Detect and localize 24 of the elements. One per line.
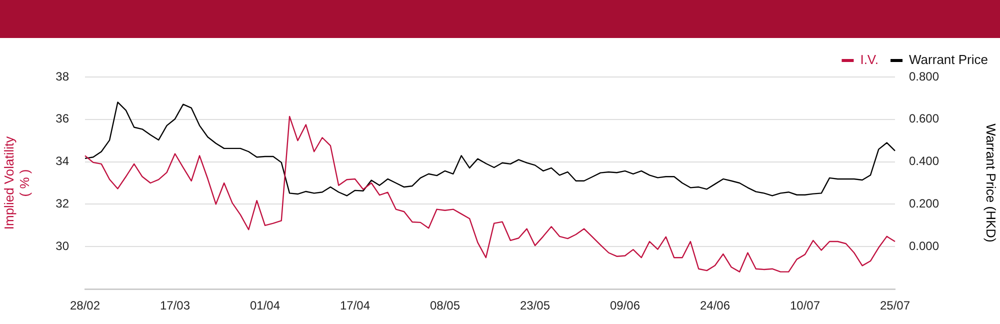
y-tick-label: 30 [56, 238, 70, 253]
y-tick-label: 34 [56, 154, 70, 168]
y2-tick-label: 0.800 [909, 69, 940, 84]
x-tick-label: 10/07 [790, 298, 820, 313]
x-tick-label: 08/05 [430, 298, 460, 313]
y2-tick-label: 0.000 [909, 238, 940, 253]
y-tick-label: 32 [56, 196, 70, 211]
x-tick-label: 28/02 [70, 298, 100, 313]
x-tick-label: 25/07 [880, 298, 910, 313]
x-tick-label: 17/03 [160, 298, 190, 313]
y2-tick-label: 0.400 [909, 154, 940, 168]
y-tick-label: 38 [56, 69, 70, 84]
x-tick-label: 09/06 [610, 298, 640, 313]
legend-label: Warrant Price [909, 52, 988, 68]
legend-label: I.V. [860, 52, 879, 68]
y2-tick-label: 0.600 [909, 112, 940, 126]
x-tick-label: 17/04 [340, 298, 370, 313]
y2-tick-label: 0.200 [909, 196, 940, 211]
y-tick-label: 36 [56, 112, 70, 126]
x-tick-label: 01/04 [250, 298, 280, 313]
y2-axis-title: Warrant Price (HKD) [984, 124, 999, 242]
x-tick-label: 23/05 [520, 298, 550, 313]
y-axis-title: Implied Volatility ( % ) [1, 136, 32, 230]
x-tick-label: 24/06 [700, 298, 730, 313]
